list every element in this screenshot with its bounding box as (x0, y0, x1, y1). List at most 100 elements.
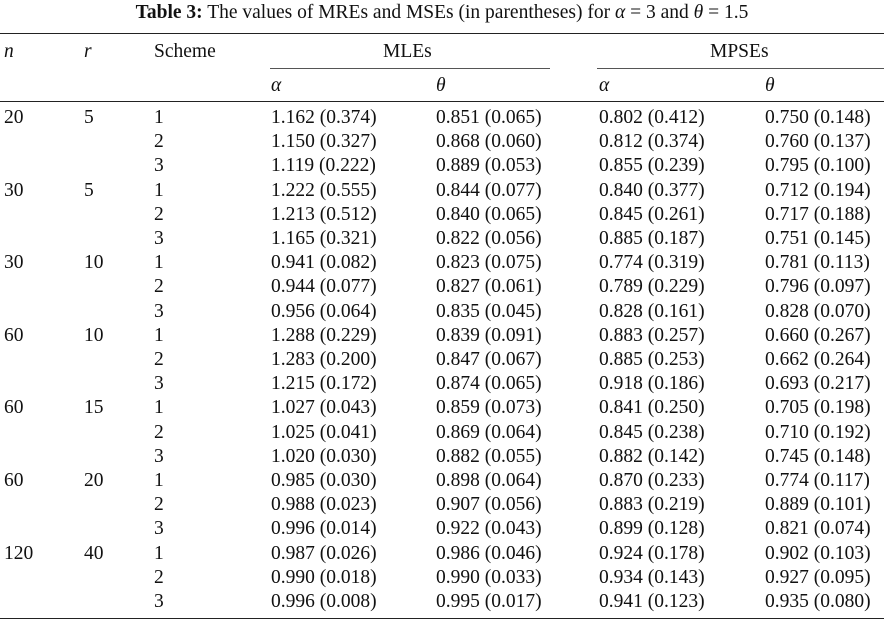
cell-scheme: 1 (154, 542, 164, 564)
caption-alpha-value: = 3 and (630, 2, 689, 23)
cell-mle-alpha: 0.944 (0.077) (271, 276, 377, 298)
cell-mle-alpha: 1.215 (0.172) (271, 373, 377, 395)
cell-scheme: 2 (154, 566, 164, 588)
cell-mle-theta: 0.898 (0.064) (436, 470, 542, 491)
cell-mle-alpha: 1.213 (0.512) (271, 203, 377, 225)
cell-mle-theta: 0.859 (0.073) (436, 397, 542, 419)
cell-mpse-theta: 0.750 (0.148) (765, 107, 871, 128)
cell-scheme: 3 (154, 300, 164, 322)
cell-scheme: 1 (154, 252, 164, 274)
cell-mpse-alpha: 0.883 (0.219) (599, 494, 705, 516)
cell-mpse-alpha: 0.899 (0.128) (599, 518, 705, 540)
cell-r: 40 (84, 542, 104, 564)
cell-mpse-theta: 0.717 (0.188) (765, 203, 871, 225)
cell-mpse-alpha: 0.774 (0.319) (599, 252, 705, 274)
cell-mpse-alpha: 0.883 (0.257) (599, 324, 705, 346)
cell-mle-theta: 0.822 (0.056) (436, 228, 542, 249)
cell-mpse-alpha: 0.885 (0.253) (599, 349, 705, 370)
cell-mpse-theta: 0.889 (0.101) (765, 494, 871, 516)
cell-mle-alpha: 0.941 (0.082) (271, 252, 377, 274)
cell-r: 10 (84, 252, 104, 274)
cell-mle-alpha: 1.283 (0.200) (271, 349, 377, 370)
cell-mpse-alpha: 0.845 (0.261) (599, 203, 705, 225)
cell-mle-theta: 0.844 (0.077) (436, 179, 542, 201)
cell-mpse-alpha: 0.941 (0.123) (599, 591, 705, 612)
cell-mle-theta: 0.874 (0.065) (436, 373, 542, 395)
caption-alpha: α (614, 2, 626, 23)
cell-mpse-alpha: 0.924 (0.178) (599, 542, 705, 564)
cell-mpse-alpha: 0.840 (0.377) (599, 179, 705, 201)
cell-mpse-theta: 0.796 (0.097) (765, 276, 871, 298)
cell-n: 60 (4, 397, 24, 419)
cell-mle-alpha: 0.956 (0.064) (271, 300, 377, 322)
cell-scheme: 3 (154, 445, 164, 467)
cell-scheme: 2 (154, 421, 164, 443)
cell-mle-theta: 0.922 (0.043) (436, 518, 542, 540)
cell-scheme: 3 (154, 518, 164, 540)
cell-r: 5 (84, 107, 94, 128)
header-mles-alpha: α (271, 75, 282, 96)
cell-scheme: 3 (154, 155, 164, 177)
cell-mle-alpha: 0.985 (0.030) (271, 470, 377, 491)
cell-mle-alpha: 0.988 (0.023) (271, 494, 377, 516)
cell-mpse-alpha: 0.812 (0.374) (599, 131, 705, 153)
cell-mpse-theta: 0.660 (0.267) (765, 324, 871, 346)
cell-mpse-alpha: 0.885 (0.187) (599, 228, 705, 249)
cell-mpse-alpha: 0.934 (0.143) (599, 566, 705, 588)
cell-n: 60 (4, 324, 24, 346)
caption-label: Table 3: (135, 2, 203, 23)
cell-mle-theta: 0.889 (0.053) (436, 155, 542, 177)
cell-n: 30 (4, 252, 24, 274)
table-caption: Table 3: The values of MREs and MSEs (in… (0, 2, 884, 24)
cell-mle-alpha: 1.162 (0.374) (271, 107, 377, 128)
cell-mle-alpha: 1.288 (0.229) (271, 324, 377, 346)
cell-mle-theta: 0.823 (0.075) (436, 252, 542, 274)
mles-rule (270, 68, 550, 69)
cell-mle-theta: 0.869 (0.064) (436, 421, 542, 443)
cell-mpse-theta: 0.828 (0.070) (765, 300, 871, 322)
cell-mle-alpha: 0.987 (0.026) (271, 542, 377, 564)
cell-mle-alpha: 0.996 (0.014) (271, 518, 377, 540)
cell-scheme: 1 (154, 179, 164, 201)
cell-mpse-alpha: 0.789 (0.229) (599, 276, 705, 298)
cell-mle-theta: 0.835 (0.045) (436, 300, 542, 322)
cell-r: 10 (84, 324, 104, 346)
cell-mle-alpha: 0.990 (0.018) (271, 566, 377, 588)
cell-mle-alpha: 1.222 (0.555) (271, 179, 377, 201)
cell-mle-theta: 0.827 (0.061) (436, 276, 542, 298)
cell-mle-theta: 0.851 (0.065) (436, 107, 542, 128)
cell-scheme: 1 (154, 324, 164, 346)
cell-mpse-alpha: 0.870 (0.233) (599, 470, 705, 491)
cell-mpse-theta: 0.705 (0.198) (765, 397, 871, 419)
header-n: n (4, 41, 14, 62)
cell-scheme: 3 (154, 373, 164, 395)
cell-mle-alpha: 0.996 (0.008) (271, 591, 377, 612)
bottom-rule (0, 618, 884, 619)
cell-r: 15 (84, 397, 104, 419)
cell-mpse-theta: 0.662 (0.264) (765, 349, 871, 370)
cell-scheme: 2 (154, 494, 164, 516)
cell-mle-theta: 0.882 (0.055) (436, 445, 542, 467)
cell-mpse-theta: 0.927 (0.095) (765, 566, 871, 588)
cell-n: 20 (4, 107, 24, 128)
cell-mpse-theta: 0.745 (0.148) (765, 445, 871, 467)
cell-mpse-theta: 0.760 (0.137) (765, 131, 871, 153)
cell-scheme: 1 (154, 470, 164, 491)
cell-mpse-alpha: 0.802 (0.412) (599, 107, 705, 128)
cell-mpse-alpha: 0.855 (0.239) (599, 155, 705, 177)
cell-mle-theta: 0.868 (0.060) (436, 131, 542, 153)
cell-mle-alpha: 1.020 (0.030) (271, 445, 377, 467)
header-mles: MLEs (383, 41, 432, 62)
cell-mle-theta: 0.986 (0.046) (436, 542, 542, 564)
cell-r: 5 (84, 179, 94, 201)
cell-mle-alpha: 1.119 (0.222) (271, 155, 376, 177)
cell-mpse-alpha: 0.918 (0.186) (599, 373, 705, 395)
cell-mle-alpha: 1.025 (0.041) (271, 421, 377, 443)
cell-scheme: 2 (154, 349, 164, 370)
cell-mle-theta: 0.990 (0.033) (436, 566, 542, 588)
cell-mle-theta: 0.907 (0.056) (436, 494, 542, 516)
cell-n: 30 (4, 179, 24, 201)
cell-scheme: 2 (154, 276, 164, 298)
cell-mpse-alpha: 0.882 (0.142) (599, 445, 705, 467)
